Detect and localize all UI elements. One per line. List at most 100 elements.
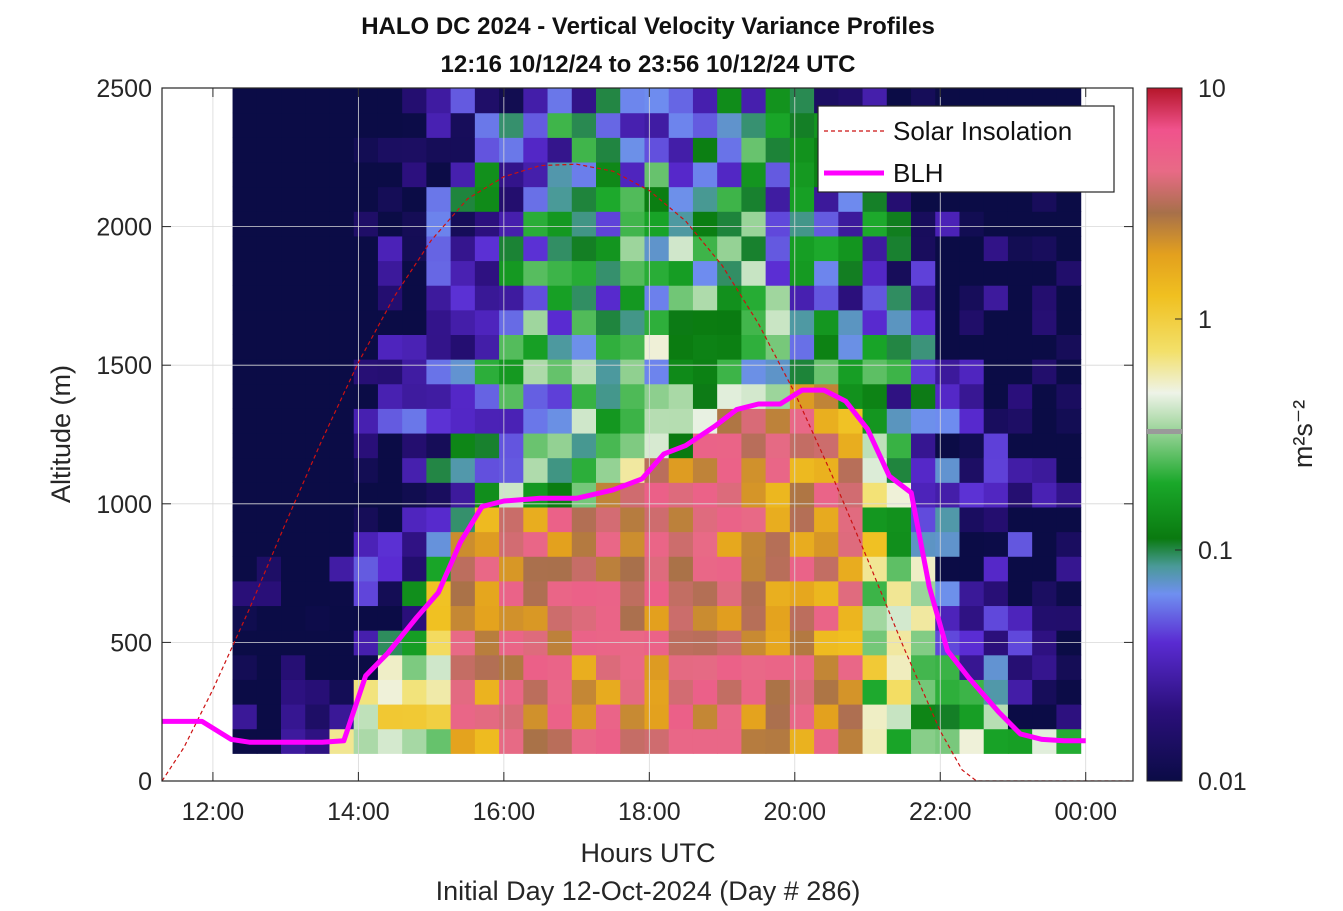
heatmap-cell <box>644 605 670 631</box>
heatmap-cell <box>911 211 936 237</box>
heatmap-cell <box>1007 605 1033 631</box>
heatmap-cell <box>959 309 985 335</box>
heatmap-cell <box>1032 309 1057 335</box>
heatmap-cell <box>402 88 427 114</box>
heatmap-cell <box>402 679 427 705</box>
heatmap-cell <box>668 211 694 237</box>
heatmap-cell <box>329 211 355 237</box>
heatmap-cell <box>620 112 646 138</box>
heatmap-cell <box>596 704 621 730</box>
heatmap-cell <box>620 359 646 385</box>
heatmap-cell <box>329 679 355 705</box>
heatmap-cell <box>644 260 670 286</box>
heatmap-cell <box>741 506 767 533</box>
heatmap-cell <box>281 112 306 138</box>
heatmap-cell <box>232 556 258 582</box>
heatmap-cell <box>232 260 258 286</box>
heatmap-cell <box>353 359 379 385</box>
heatmap-cell <box>741 285 767 311</box>
x-tick-label: 12:00 <box>182 798 245 826</box>
heatmap-cell <box>886 383 912 409</box>
heatmap-cell <box>838 704 864 730</box>
heatmap-cell <box>741 580 767 607</box>
heatmap-cell <box>668 359 694 385</box>
heatmap-cell <box>256 211 282 237</box>
heatmap-cell <box>353 137 379 163</box>
heatmap-cell <box>596 580 621 607</box>
heatmap-cell <box>1007 654 1033 680</box>
heatmap-cell <box>886 506 912 533</box>
heatmap-cell <box>862 211 888 237</box>
heatmap-cell <box>547 457 573 483</box>
heatmap-cell <box>281 605 306 631</box>
heatmap-cell <box>862 704 888 730</box>
heatmap-cell <box>329 580 355 607</box>
heatmap-cell <box>426 704 452 730</box>
heatmap-cell <box>862 383 888 409</box>
heatmap-cell <box>644 285 670 311</box>
heatmap-cell <box>741 605 767 631</box>
heatmap-cell <box>668 161 694 188</box>
heatmap-cell <box>523 704 549 730</box>
heatmap-cell <box>959 383 985 409</box>
heatmap-cell <box>377 482 403 508</box>
x-tick-label: 16:00 <box>473 798 536 826</box>
heatmap-cell <box>305 186 331 212</box>
heatmap-cell <box>983 334 1009 360</box>
heatmap-cell <box>838 506 864 533</box>
heatmap-cell <box>789 211 815 237</box>
heatmap-cell <box>596 260 621 286</box>
heatmap-cell <box>862 334 888 360</box>
heatmap-cell <box>1032 679 1057 705</box>
heatmap-cell <box>644 334 670 360</box>
heatmap-cell <box>789 457 815 483</box>
heatmap-cell <box>765 482 791 508</box>
heatmap-cell <box>281 309 306 335</box>
heatmap-cell <box>644 704 670 730</box>
heatmap-cell <box>1032 235 1057 262</box>
heatmap-cell <box>959 704 985 730</box>
heatmap-cell <box>571 112 597 138</box>
heatmap-cell <box>1056 383 1082 409</box>
heatmap-cell <box>1007 211 1033 237</box>
heatmap-cell <box>426 654 452 680</box>
heatmap-cell <box>838 457 864 483</box>
heatmap-cell <box>523 186 549 212</box>
heatmap-cell <box>1007 556 1033 582</box>
heatmap-cell <box>838 309 864 335</box>
heatmap-cell <box>353 285 379 311</box>
heatmap-cell <box>547 531 573 557</box>
heatmap-cell <box>765 260 791 286</box>
heatmap-cell <box>232 580 258 607</box>
heatmap-cell <box>717 531 742 557</box>
heatmap-cell <box>1032 432 1057 459</box>
heatmap-cell <box>620 728 646 754</box>
heatmap-cell <box>281 679 306 705</box>
heatmap-cell <box>911 704 936 730</box>
heatmap-cell <box>547 679 573 705</box>
grid-lines <box>162 87 1133 782</box>
heatmap-cell <box>402 482 427 508</box>
heatmap-cell <box>1007 260 1033 286</box>
heatmap-cell <box>959 235 985 262</box>
heatmap-cell <box>474 383 500 409</box>
heatmap-cell <box>935 482 961 508</box>
heatmap-cell <box>1007 432 1033 459</box>
heatmap-cell <box>329 457 355 483</box>
heatmap-cell <box>1032 457 1057 483</box>
heatmap-cell <box>1007 383 1033 409</box>
heatmap-cell <box>523 531 549 557</box>
heatmap-cell <box>329 482 355 508</box>
heatmap-cell <box>547 432 573 459</box>
heatmap-cell <box>1056 260 1082 286</box>
heatmap-cell <box>620 580 646 607</box>
heatmap-cell <box>765 285 791 311</box>
x-tick-label: 22:00 <box>909 798 972 826</box>
heatmap-cell <box>571 679 597 705</box>
heatmap-cell <box>620 235 646 262</box>
heatmap-cell <box>474 137 500 163</box>
heatmap-cell <box>450 408 476 434</box>
heatmap-cell <box>450 580 476 607</box>
heatmap-cell <box>1056 506 1082 533</box>
heatmap-cell <box>959 482 985 508</box>
